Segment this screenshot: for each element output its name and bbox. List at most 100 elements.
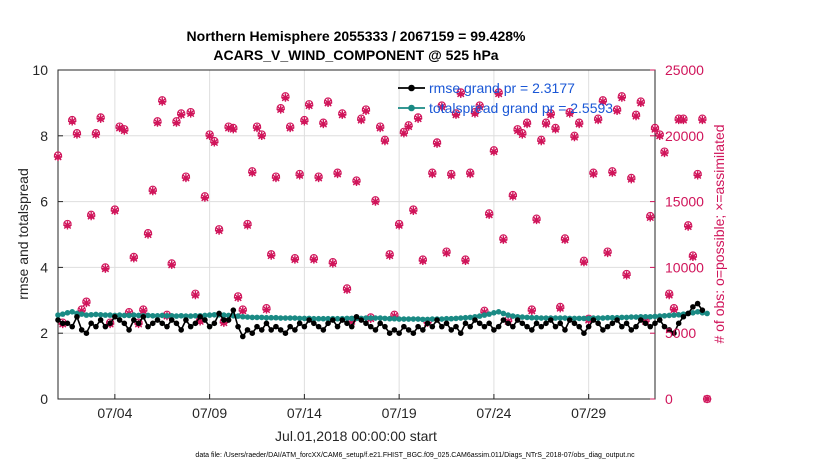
totalspread-point [296, 315, 303, 322]
obs-assimilated-marker [172, 118, 181, 127]
obs-assimilated-marker [191, 290, 200, 300]
obs-assimilated-marker [522, 119, 532, 129]
rmse-point [424, 320, 431, 327]
totalspread-point [116, 312, 123, 318]
rmse-point [671, 330, 677, 337]
obs-assimilated-marker [77, 306, 86, 315]
obs-assimilated-marker [617, 93, 626, 102]
right-y-axis-ticks: 0 5000 10000 15000 20000 25000 [650, 62, 704, 407]
totalspread-point [377, 315, 383, 321]
totalspread-point [476, 313, 483, 319]
rmse-point [358, 317, 365, 323]
rmse-point [258, 327, 265, 333]
obs-assimilated-marker [200, 193, 210, 202]
rmse-point [239, 333, 246, 340]
rmse-point [448, 327, 455, 333]
rmse-point [277, 327, 284, 333]
totalspread-point [462, 314, 469, 321]
totalspread-point [164, 312, 170, 319]
totalspread-point [642, 313, 649, 320]
rmse-point [510, 323, 516, 330]
rmse-point [382, 323, 388, 330]
rmse-point [268, 327, 275, 333]
obs-assimilated-marker [252, 123, 262, 133]
x-tick-label: 07/29 [571, 405, 606, 421]
totalspread-point [154, 312, 161, 319]
obs-assimilated-marker [205, 131, 214, 140]
totalspread-point [595, 315, 601, 321]
rmse-point [405, 327, 412, 333]
obs-assimilated-marker [224, 123, 233, 133]
rmse-point [472, 317, 478, 323]
totalspread-point [585, 315, 592, 322]
totalspread-point [320, 315, 327, 322]
rmse-point [330, 317, 336, 323]
obs-assimilated-marker [371, 197, 380, 206]
totalspread-point [97, 311, 104, 318]
rmse-point [320, 327, 327, 333]
obs-assimilated-marker [485, 210, 494, 219]
obs-assimilated-marker [143, 230, 153, 239]
obs-assimilated-marker [229, 125, 238, 134]
rmse-point [334, 323, 341, 330]
totalspread-point [206, 312, 213, 318]
obs-assimilated-marker [276, 105, 285, 114]
obs-assimilated-marker [646, 213, 655, 222]
totalspread-point [652, 313, 658, 320]
rmse-point [367, 323, 374, 330]
rmse-point [552, 323, 559, 330]
totalspread-point [443, 315, 450, 322]
obs-assimilated-marker [385, 251, 394, 260]
obs-assimilated-marker [432, 139, 442, 148]
rmse-point [642, 320, 649, 327]
totalspread-point [168, 312, 175, 319]
obs-assimilated-marker [399, 129, 409, 138]
rmse-point [325, 320, 331, 327]
totalspread-point [557, 315, 564, 321]
totalspread-point [202, 312, 208, 319]
rmse-point [102, 323, 109, 330]
rmse-point [652, 320, 658, 327]
rmse-point [292, 327, 298, 333]
rmse-point [273, 323, 279, 330]
obs-assimilated-marker [631, 111, 641, 121]
obs-assimilated-marker [466, 169, 475, 179]
totalspread-point [145, 312, 151, 319]
x-tick-label: 07/04 [97, 405, 132, 421]
rmse-point [438, 323, 445, 330]
totalspread-point [420, 316, 426, 323]
rmse-point [453, 323, 459, 330]
rmse-point [112, 313, 118, 320]
obs-assimilated-marker [115, 123, 124, 133]
totalspread-point [55, 312, 61, 318]
totalspread-point [367, 315, 374, 321]
rmse-point [543, 320, 549, 327]
obs-assimilated-marker [655, 131, 664, 140]
rmse-point [149, 320, 156, 327]
obs-assimilated-marker [120, 126, 129, 135]
totalspread-point [192, 312, 199, 319]
left-y-tick-label: 0 [40, 391, 48, 407]
obs-assimilated-marker [304, 101, 314, 110]
rmse-point [282, 330, 289, 337]
rmse-point [135, 320, 142, 327]
obs-assimilated-marker [323, 98, 333, 108]
rmse-point [221, 317, 227, 323]
obs-assimilated-marker [233, 293, 243, 302]
obs-assimilated-marker [480, 307, 489, 317]
totalspread-point [571, 315, 578, 322]
totalspread-point [178, 312, 184, 319]
obs-assimilated-marker [314, 173, 323, 183]
rmse-point [168, 317, 175, 323]
totalspread-point [391, 315, 398, 322]
obs-assimilated-marker [338, 110, 347, 119]
obs-assimilated-marker [361, 106, 371, 115]
totalspread-point [576, 315, 582, 322]
rmse-point [88, 320, 94, 327]
obs-assimilated-marker [693, 171, 702, 180]
totalspread-point [552, 315, 559, 321]
obs-assimilated-marker [63, 221, 72, 230]
totalspread-point [500, 310, 507, 317]
rmse-point [206, 323, 213, 330]
rmse-point [311, 320, 317, 327]
